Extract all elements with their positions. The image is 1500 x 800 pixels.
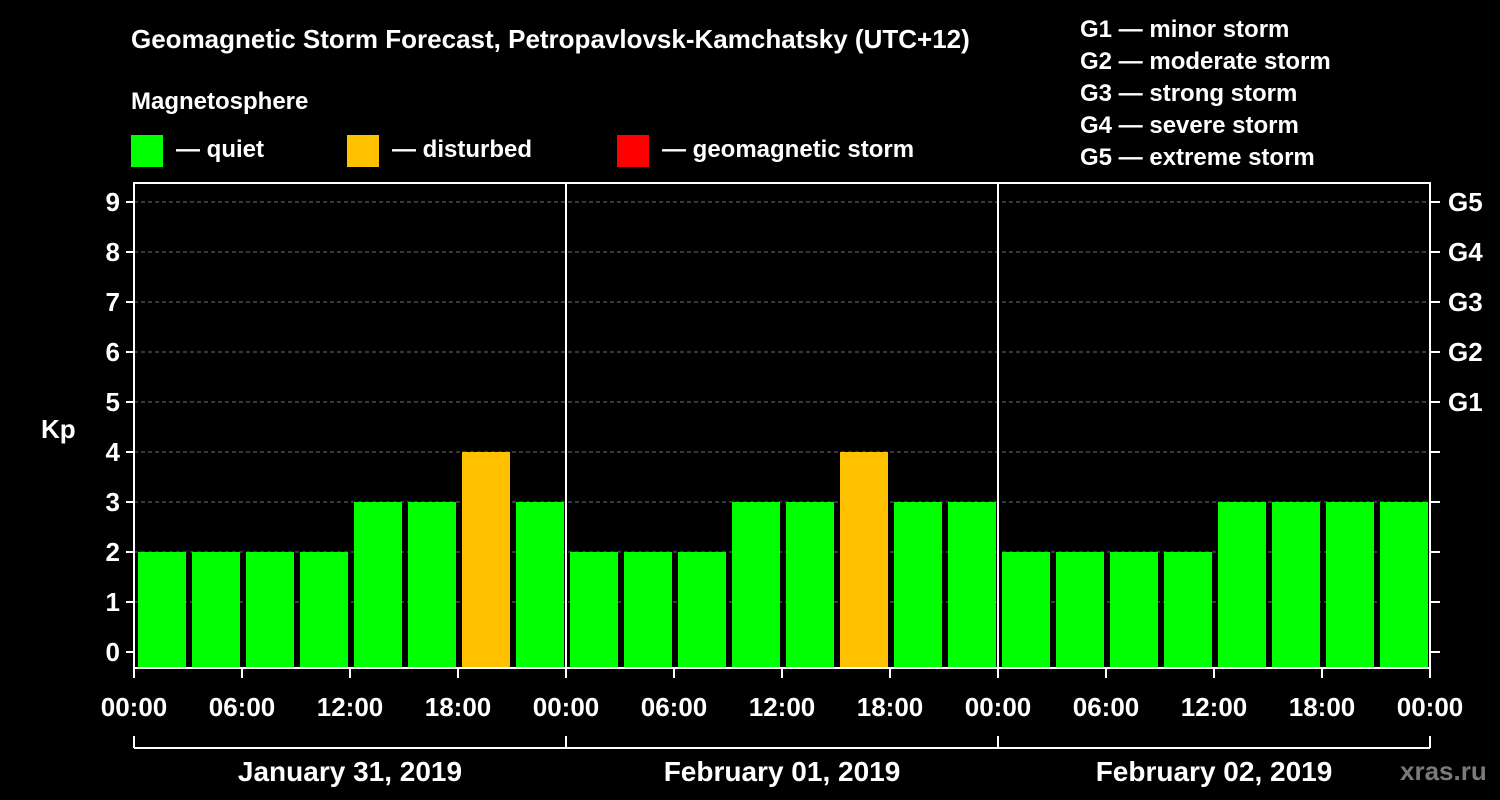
bar-10 (678, 552, 726, 668)
storm-scale-g2: G2 — moderate storm (1080, 48, 1331, 75)
legend-label-disturbed: — disturbed (392, 136, 532, 163)
x-tick-label-4: 00:00 (533, 692, 600, 722)
storm-scale-g4: G4 — severe storm (1080, 112, 1299, 139)
axis-labels: 0 1 2 3 4 5 6 7 8 9 G1 G2 G3 G4 G5 00:00 06:00 12:00 18:00… (101, 187, 1483, 787)
bar-4 (354, 502, 402, 668)
x-tick-label-2: 12:00 (317, 692, 384, 722)
x-tick-label-1: 06:00 (209, 692, 276, 722)
grid-lines (134, 201, 1430, 603)
y-tick-label-9: 9 (106, 187, 120, 217)
storm-scale-g1: G1 — minor storm (1080, 16, 1289, 43)
x-tick-label-6: 12:00 (749, 692, 816, 722)
legend-title: Magnetosphere (131, 88, 308, 115)
bar-17 (1056, 552, 1104, 668)
x-tick-label-5: 06:00 (641, 692, 708, 722)
y-tick-label-0: 0 (106, 637, 120, 667)
bar-15 (948, 502, 996, 668)
x-tick-label-10: 12:00 (1181, 692, 1248, 722)
bar-20 (1218, 502, 1266, 668)
x-tick-label-12: 00:00 (1397, 692, 1464, 722)
x-tick-label-11: 18:00 (1289, 692, 1356, 722)
axes (126, 182, 1440, 749)
bar-1 (192, 552, 240, 668)
right-label-G2: G2 (1448, 337, 1483, 367)
bar-18 (1110, 552, 1158, 668)
bar-21 (1272, 502, 1320, 668)
y-tick-label-7: 7 (106, 287, 120, 317)
legend-swatch-storm (617, 135, 649, 167)
storm-scale-g3: G3 — strong storm (1080, 80, 1297, 107)
y-tick-label-8: 8 (106, 237, 120, 267)
y-tick-label-4: 4 (106, 437, 121, 467)
chart-title: Geomagnetic Storm Forecast, Petropavlovs… (131, 24, 970, 54)
bar-11 (732, 502, 780, 668)
storm-scale-legend: G1 — minor storm G2 — moderate storm G3 … (1080, 16, 1331, 171)
bar-9 (624, 552, 672, 668)
y-tick-label-2: 2 (106, 537, 120, 567)
bar-8 (570, 552, 618, 668)
y-tick-label-6: 6 (106, 337, 120, 367)
bar-0 (138, 552, 186, 668)
bars (138, 452, 1428, 668)
y-tick-label-3: 3 (106, 487, 120, 517)
legend-label-storm: — geomagnetic storm (662, 136, 914, 163)
bar-22 (1326, 502, 1374, 668)
x-tick-label-9: 06:00 (1073, 692, 1140, 722)
right-label-G4: G4 (1448, 237, 1483, 267)
right-label-G3: G3 (1448, 287, 1483, 317)
x-tick-label-0: 00:00 (101, 692, 168, 722)
y-tick-label-1: 1 (106, 587, 120, 617)
bar-19 (1164, 552, 1212, 668)
day-label-0: January 31, 2019 (238, 756, 462, 787)
right-label-G1: G1 (1448, 387, 1483, 417)
x-tick-label-3: 18:00 (425, 692, 492, 722)
bar-23 (1380, 502, 1428, 668)
day-label-2: February 02, 2019 (1096, 756, 1333, 787)
day-label-1: February 01, 2019 (664, 756, 901, 787)
bar-14 (894, 502, 942, 668)
y-axis-label: Kp (41, 414, 76, 444)
y-tick-label-5: 5 (106, 387, 120, 417)
x-tick-label-8: 00:00 (965, 692, 1032, 722)
bar-5 (408, 502, 456, 668)
bar-13 (840, 452, 888, 668)
legend-label-quiet: — quiet (176, 136, 264, 163)
storm-scale-g5: G5 — extreme storm (1080, 144, 1315, 171)
x-tick-label-7: 18:00 (857, 692, 924, 722)
bar-12 (786, 502, 834, 668)
bar-3 (300, 552, 348, 668)
legend-swatch-quiet (131, 135, 163, 167)
bar-2 (246, 552, 294, 668)
bar-6 (462, 452, 510, 668)
right-label-G5: G5 (1448, 187, 1483, 217)
bar-16 (1002, 552, 1050, 668)
bar-7 (516, 502, 564, 668)
watermark: xras.ru (1400, 756, 1487, 786)
legend-swatch-disturbed (347, 135, 379, 167)
legend: Magnetosphere — quiet — disturbed — geom… (131, 88, 914, 167)
